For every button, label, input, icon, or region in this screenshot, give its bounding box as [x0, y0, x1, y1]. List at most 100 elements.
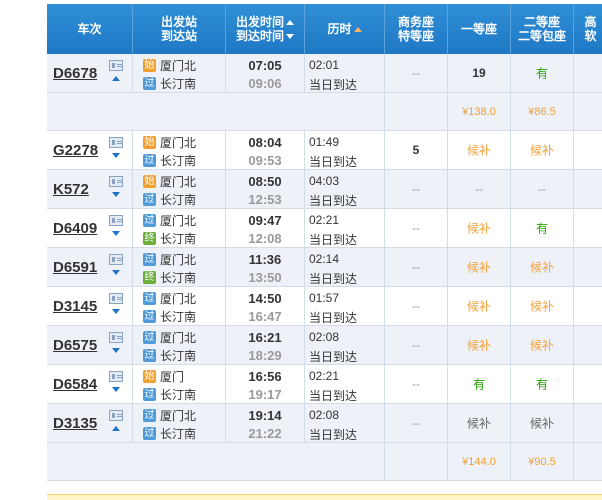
expand-arrow-icon[interactable]: [112, 309, 120, 314]
train-number-cell: D6575: [47, 326, 133, 364]
table-row[interactable]: D6591 过厦门北终长汀南 11:36 13:50 02:14 当日到达 -- 候补 候补: [47, 248, 602, 287]
departure-time: 11:36: [248, 252, 282, 267]
train-number-link[interactable]: D3145: [53, 298, 98, 315]
table-row[interactable]: D6584 始厦门过长汀南 16:56 19:17 02:21 当日到达 -- 有 有: [47, 365, 602, 404]
id-card-icon[interactable]: [109, 371, 123, 382]
expand-arrow-icon[interactable]: [112, 231, 120, 236]
second-class-cell: 候补: [511, 326, 574, 364]
id-card-icon[interactable]: [109, 332, 123, 343]
id-card-icon[interactable]: [109, 60, 123, 71]
train-number-link[interactable]: D6678: [53, 65, 98, 82]
first-class-status[interactable]: 候补: [466, 143, 491, 158]
table-row[interactable]: D3145 过厦门北过长汀南 14:50 16:47 01:57 当日到达 -- 候补 候补: [47, 287, 602, 326]
table-header: 车次 出发站 到达站 出发时间 到达时间 历时 商务座 特等座 一等座 二等座 …: [47, 4, 602, 54]
second-class-cell: 有: [511, 365, 574, 403]
collapse-arrow-icon[interactable]: [112, 426, 120, 431]
table-row[interactable]: D6409 过厦门北终长汀南 09:47 12:08 02:21 当日到达 -- 候补 有: [47, 209, 602, 248]
second-class-status[interactable]: 候补: [529, 299, 554, 314]
header-arrival-time[interactable]: 到达时间: [236, 29, 294, 43]
first-class-status: --: [475, 182, 483, 196]
train-number-link[interactable]: D6409: [53, 220, 98, 237]
arrival-time: 13:50: [248, 270, 282, 285]
first-class-cell: 候补: [448, 404, 511, 442]
id-card-icon[interactable]: [109, 410, 123, 421]
price-cell: [385, 443, 448, 480]
arrival-day: 当日到达: [309, 194, 358, 208]
second-class-status[interactable]: 候补: [529, 260, 554, 275]
times-cell: 16:21 18:29: [226, 326, 305, 364]
departure-time: 16:21: [248, 330, 282, 345]
expand-arrow-icon[interactable]: [112, 387, 120, 392]
second-class-cell: 候补: [511, 287, 574, 325]
train-number-link[interactable]: D3135: [53, 415, 98, 432]
first-class-status[interactable]: 候补: [466, 260, 491, 275]
id-card-icon[interactable]: [109, 215, 123, 226]
header-departure-time[interactable]: 出发时间: [236, 15, 294, 29]
from-station: 过厦门北: [143, 329, 196, 345]
first-class-status[interactable]: 候补: [466, 221, 491, 236]
second-class-status[interactable]: 候补: [529, 338, 554, 353]
business-seat-status: --: [412, 338, 420, 352]
id-card-icon[interactable]: [109, 137, 123, 148]
table-row[interactable]: D3135 过厦门北过长汀南 19:14 21:22 02:08 当日到达 -- 候补 候补: [47, 404, 602, 443]
from-station-name: 厦门北: [160, 252, 197, 267]
second-class-price: ¥86.5: [528, 105, 556, 118]
first-class-status[interactable]: 候补: [466, 338, 491, 353]
arrival-time: 18:29: [248, 348, 282, 363]
table-row[interactable]: D6678 始厦门北过长汀南 07:05 09:06 02:01 当日到达 -- 19 有: [47, 54, 602, 93]
train-number-link[interactable]: D6575: [53, 337, 98, 354]
expand-arrow-icon[interactable]: [112, 270, 120, 275]
price-cell: ¥144.0: [448, 443, 511, 480]
station-type-badge: 终: [143, 231, 156, 245]
station-type-badge: 过: [143, 387, 156, 401]
to-station: 过长汀南: [143, 152, 196, 168]
stations-cell: 过厦门北过长汀南: [133, 404, 226, 442]
duration-cell: 02:14 当日到达: [305, 248, 385, 286]
business-seat-cell: --: [385, 248, 448, 286]
header-stations: 出发站 到达站: [133, 4, 226, 54]
id-card-icon[interactable]: [109, 176, 123, 187]
departure-time: 14:50: [248, 291, 282, 306]
stations-cell: 过厦门北过长汀南: [133, 287, 226, 325]
train-number-link[interactable]: K572: [53, 181, 89, 198]
id-card-icon[interactable]: [109, 254, 123, 265]
header-business-label: 商务座: [397, 15, 434, 29]
train-number-link[interactable]: G2278: [53, 142, 99, 159]
expand-arrow-icon[interactable]: [112, 192, 120, 197]
first-class-status[interactable]: 候补: [466, 299, 491, 314]
expand-arrow-icon[interactable]: [112, 153, 120, 158]
table-row[interactable]: K572 始厦门北过长汀南 08:50 12:53 04:03 当日到达 -- -- --: [47, 170, 602, 209]
station-type-badge: 过: [143, 213, 156, 227]
id-card-icon[interactable]: [109, 293, 123, 304]
price-cell: ¥86.5: [511, 93, 574, 130]
to-station: 终长汀南: [143, 230, 196, 246]
first-class-cell: 候补: [448, 287, 511, 325]
train-number-cell: D6678: [47, 54, 133, 92]
first-class-cell: 有: [448, 365, 511, 403]
table-row[interactable]: G2278 始厦门北过长汀南 08:04 09:53 01:49 当日到达 5 候补 候补: [47, 131, 602, 170]
arrival-day: 当日到达: [309, 78, 358, 92]
table-row[interactable]: D6575 过厦门北过长汀南 16:21 18:29 02:08 当日到达 -- 候补 候补: [47, 326, 602, 365]
second-class-status[interactable]: 候补: [529, 143, 554, 158]
second-class-price: ¥90.5: [528, 455, 556, 468]
partial-column-cell: [574, 326, 602, 364]
duration-value: 02:21: [309, 213, 340, 227]
train-number-cell: D6409: [47, 209, 133, 247]
second-class-cell: 候补: [511, 248, 574, 286]
header-cut-label: 高: [584, 15, 597, 29]
from-station: 过厦门北: [143, 212, 196, 228]
stations-cell: 始厦门北过长汀南: [133, 131, 226, 169]
second-class-status[interactable]: 候补: [529, 416, 554, 431]
second-class-cell: 有: [511, 54, 574, 92]
stations-cell: 始厦门北过长汀南: [133, 54, 226, 92]
expand-arrow-icon[interactable]: [112, 348, 120, 353]
business-seat-cell: --: [385, 326, 448, 364]
station-type-badge: 始: [143, 58, 156, 72]
header-duration-sort[interactable]: 历时: [305, 4, 385, 54]
duration-value: 04:03: [309, 174, 340, 188]
header-time-sort[interactable]: 出发时间 到达时间: [226, 4, 305, 54]
train-number-link[interactable]: D6584: [53, 376, 98, 393]
collapse-arrow-icon[interactable]: [112, 76, 120, 81]
train-number-link[interactable]: D6591: [53, 259, 98, 276]
first-class-status[interactable]: 候补: [466, 416, 491, 431]
